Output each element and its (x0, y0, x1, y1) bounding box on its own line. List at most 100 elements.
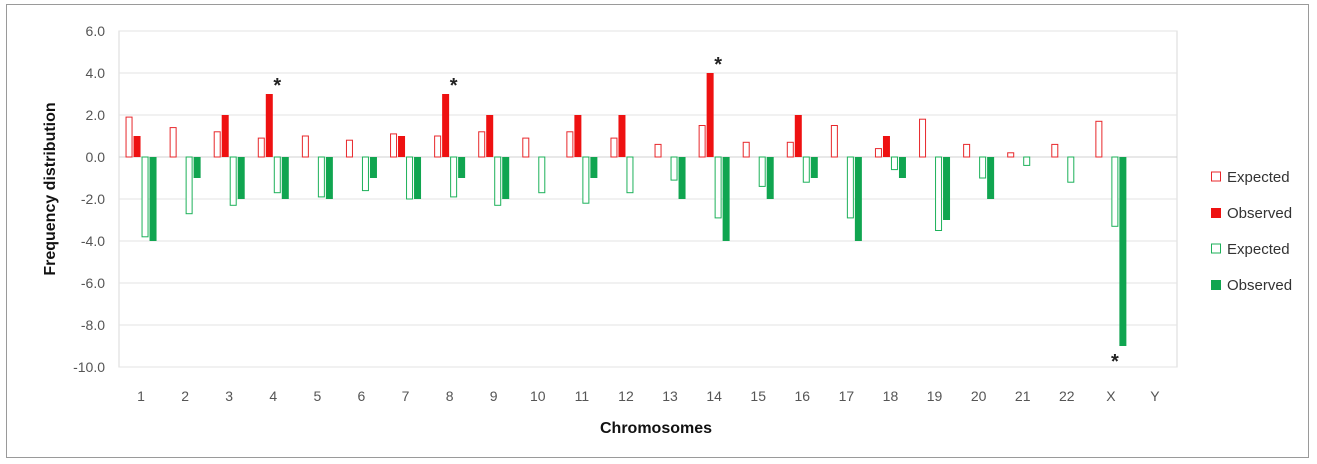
bar-outline-neg-chr-9 (494, 156, 502, 206)
bar-outline-pos-chr-12 (610, 137, 618, 158)
legend-label: Observed (1227, 277, 1292, 294)
bar-outline-neg-chr-21 (1023, 156, 1031, 166)
bar-filled-neg-chr-13 (678, 157, 686, 199)
bar-outline-neg-chr-20 (979, 156, 987, 179)
bar-outline-pos-chr-1 (125, 116, 133, 158)
bar-outline-pos-chr-4 (257, 137, 265, 158)
x-tick-label: X (1106, 388, 1116, 404)
x-tick-label: 12 (618, 388, 634, 404)
bar-filled-pos-chr-12 (618, 115, 626, 157)
y-tick-label: -6.0 (81, 275, 105, 291)
bar-outline-neg-chr-8 (450, 156, 458, 198)
bar-outline-pos-chr-20 (963, 143, 971, 158)
bar-filled-pos-chr-16 (794, 115, 802, 157)
x-tick-label: 19 (927, 388, 943, 404)
bar-outline-pos-chr-5 (301, 135, 309, 158)
x-tick-label: 1 (137, 388, 145, 404)
bar-filled-neg-chr-1 (149, 157, 157, 241)
bar-filled-pos-chr-7 (398, 136, 406, 157)
y-axis-title: Frequency distribution (42, 102, 59, 275)
bar-outline-pos-chr-15 (742, 141, 750, 158)
x-tick-label: 21 (1015, 388, 1031, 404)
bar-outline-neg-chr-X (1111, 156, 1119, 227)
x-axis-title: Chromosomes (600, 420, 712, 437)
y-tick-label: 0.0 (86, 149, 106, 165)
bar-outline-pos-chr-10 (522, 137, 530, 158)
bar-outline-neg-chr-6 (361, 156, 369, 192)
bar-outline-neg-chr-7 (406, 156, 414, 200)
bar-outline-pos-chr-6 (345, 139, 353, 158)
bar-filled-neg-chr-11 (590, 157, 598, 178)
x-tick-label: 4 (269, 388, 277, 404)
x-tick-label: 18 (883, 388, 899, 404)
bar-filled-pos-chr-4 (265, 94, 273, 157)
bar-chart: 6.04.02.00.0-2.0-4.0-6.0-8.0-10.01 2 3 4 5 6 7… (42, 23, 1292, 437)
bar-filled-neg-chr-2 (193, 157, 201, 178)
bar-outline-neg-chr-10 (538, 156, 546, 194)
bar-outline-neg-chr-1 (141, 156, 149, 238)
bar-filled-pos-chr-9 (486, 115, 494, 157)
bar-outline-pos-chr-7 (390, 133, 398, 158)
bar-outline-neg-chr-12 (626, 156, 634, 194)
x-tick-label: 9 (490, 388, 498, 404)
bar-outline-neg-chr-22 (1067, 156, 1075, 183)
y-tick-label: 4.0 (86, 65, 106, 81)
bar-outline-pos-chr-8 (434, 135, 442, 158)
bar-outline-neg-chr-2 (185, 156, 193, 215)
bar-filled-neg-chr-4 (281, 157, 289, 199)
legend-swatch-outline (1211, 243, 1221, 254)
significance-star: * (450, 75, 458, 97)
bar-filled-neg-chr-5 (325, 157, 333, 199)
x-tick-label: 2 (181, 388, 189, 404)
bar-outline-neg-chr-18 (890, 156, 898, 171)
x-tick-label: 7 (402, 388, 410, 404)
y-tick-label: -4.0 (81, 233, 105, 249)
bar-outline-pos-chr-2 (169, 127, 177, 158)
bar-filled-neg-chr-X (1119, 157, 1127, 346)
bar-outline-pos-chr-22 (1051, 143, 1059, 158)
x-tick-label: 16 (795, 388, 811, 404)
bar-filled-neg-chr-8 (458, 157, 466, 178)
bar-filled-neg-chr-20 (987, 157, 995, 199)
bar-outline-pos-chr-18 (874, 148, 882, 158)
bar-outline-neg-chr-17 (846, 156, 854, 219)
legend-label: Observed (1227, 205, 1292, 222)
x-tick-label: 15 (750, 388, 766, 404)
bar-outline-pos-chr-17 (830, 125, 838, 158)
bar-filled-neg-chr-9 (502, 157, 510, 199)
legend-label: Expected (1227, 241, 1290, 258)
bar-outline-neg-chr-13 (670, 156, 678, 181)
bar-filled-neg-chr-7 (414, 157, 422, 199)
y-tick-label: -10.0 (73, 359, 105, 375)
x-tick-label: 17 (839, 388, 855, 404)
legend-label: Expected (1227, 169, 1290, 186)
bar-outline-neg-chr-4 (273, 156, 281, 194)
bar-filled-neg-chr-17 (854, 157, 862, 241)
x-tick-label: 10 (530, 388, 546, 404)
bar-outline-pos-chr-14 (698, 125, 706, 158)
significance-star: * (714, 54, 722, 76)
bar-outline-neg-chr-15 (758, 156, 766, 187)
bar-outline-pos-chr-X (1095, 120, 1103, 158)
x-tick-label: 11 (575, 388, 590, 404)
legend-swatch-outline (1211, 171, 1221, 182)
chart-frame: 6.0 4.0 2.0 0.0 -2.0 -4.0 -6.0 -8.0 -10.0 1 2 3 4 5 6 7… (6, 4, 1309, 458)
bar-filled-neg-chr-14 (722, 157, 730, 241)
significance-star: * (1111, 351, 1119, 373)
y-tick-label: 6.0 (86, 23, 106, 39)
x-tick-label: 13 (662, 388, 678, 404)
x-tick-label: 6 (358, 388, 366, 404)
x-tick-label: Y (1150, 388, 1160, 404)
bar-outline-pos-chr-11 (566, 131, 574, 158)
significance-star: * (273, 75, 281, 97)
bar-filled-pos-chr-8 (442, 94, 450, 157)
bar-filled-neg-chr-6 (369, 157, 377, 178)
bar-outline-neg-chr-16 (802, 156, 810, 183)
bar-filled-pos-chr-3 (221, 115, 229, 157)
bar-outline-pos-chr-9 (478, 131, 486, 158)
bar-outline-pos-chr-21 (1007, 152, 1015, 158)
bar-outline-pos-chr-13 (654, 143, 662, 158)
y-tick-label: -2.0 (81, 191, 105, 207)
bar-outline-pos-chr-16 (786, 141, 794, 158)
bar-outline-pos-chr-3 (213, 131, 221, 158)
